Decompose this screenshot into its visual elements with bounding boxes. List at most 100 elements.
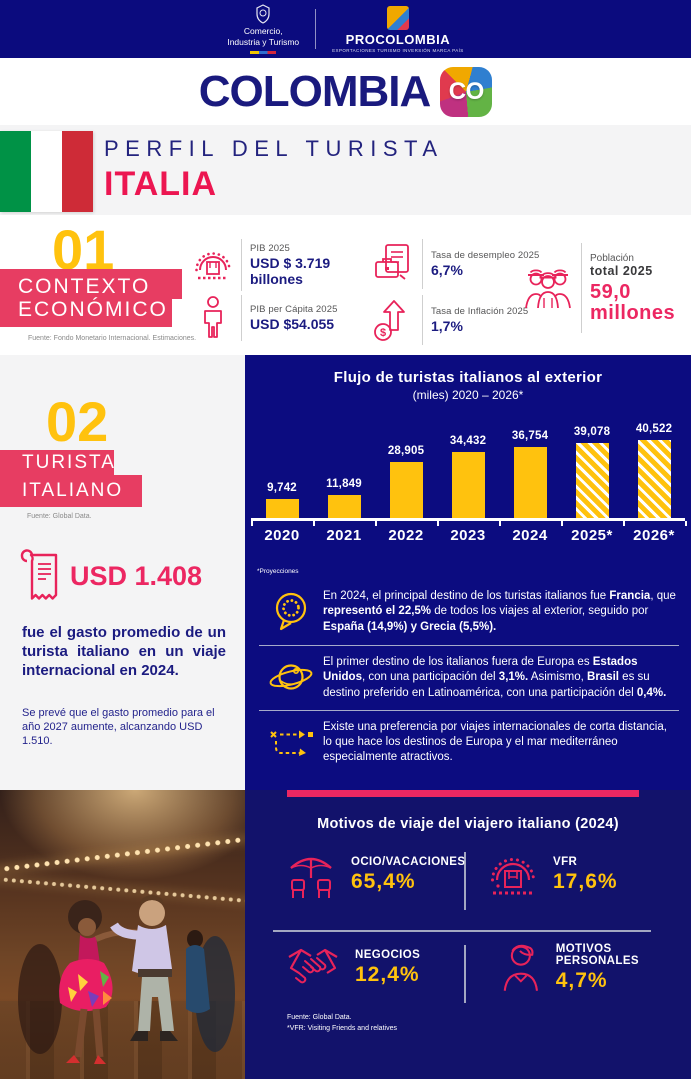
population-label: Población: [590, 252, 634, 264]
axis-year-label: 2021: [326, 527, 362, 544]
stat-label: PIB 2025: [250, 243, 290, 255]
bar: [327, 495, 361, 518]
economic-context-section: 01 CONTEXTO ECONÓMICO Fuente: Fondo Mone…: [0, 215, 691, 355]
motive-personal: MOTIVOS PERSONALES 4,7%: [500, 940, 691, 996]
chart-axis-ticks: [251, 521, 687, 526]
average-spend-text: fue el gasto promedio de un turista ital…: [22, 624, 226, 680]
stat-label: PIB per Cápita 2025: [250, 303, 338, 315]
motive-label: MOTIVOS PERSONALES: [555, 943, 639, 967]
motive-value: 65,4%: [351, 870, 416, 893]
handshake-icon: [288, 948, 338, 984]
beach-umbrella-icon: [290, 857, 332, 898]
ministry-crest-icon: [256, 4, 270, 25]
motive-label: VFR: [553, 856, 578, 868]
title-band: PERFIL DEL TURISTA ITALIA: [0, 125, 691, 215]
eu-speech-bubble-icon: [275, 592, 307, 631]
bar: [451, 452, 485, 518]
motive-leisure: OCIO/VACACIONES 65,4%: [285, 848, 465, 902]
short-route-icon: [270, 730, 313, 756]
italian-tourist-section: 02 TURISTA ITALIANO Fuente: Global Data.…: [0, 355, 245, 790]
stat-pib: PIB 2025 USD $ 3.719 billones: [193, 239, 330, 291]
motive-vfr: VFR 17,6%: [487, 848, 618, 902]
motives-vertical-divider: [464, 945, 466, 1003]
stat-unemployment: Tasa de desempleo 2025 6,7%: [372, 239, 539, 289]
chart-bar-group: 11,849: [313, 478, 375, 518]
page-title: ITALIA: [104, 165, 218, 203]
chart-bar-group: 9,742: [251, 482, 313, 518]
person-icon: [204, 296, 222, 338]
stat-value: USD $ 3.719 billones: [250, 255, 331, 287]
bar: [513, 447, 547, 518]
motive-label: NEGOCIOS: [355, 949, 421, 961]
chart-bar-group: 40,522: [623, 423, 685, 518]
stat-value: 6,7%: [431, 261, 463, 278]
destination-facts: En 2024, el principal destino de los tur…: [259, 579, 679, 775]
chart-axis: [251, 518, 685, 521]
economy-source-note: Fuente: Fondo Monetario Internacional. E…: [28, 335, 197, 342]
motive-business: NEGOCIOS 12,4%: [285, 945, 420, 991]
briefcase-document-icon: [375, 244, 409, 280]
population-label-bold: total 2025: [590, 263, 653, 278]
axis-year-label: 2025*: [571, 527, 613, 544]
tourist-heading-line1: TURISTA: [0, 450, 114, 475]
bar-value-label: 40,522: [635, 423, 673, 435]
co-country-brand-icon: CO: [440, 66, 493, 117]
procolombia-wordmark: PROCOLOMBIA: [345, 31, 451, 47]
motive-value: 17,6%: [553, 870, 618, 893]
chart-subtitle: (miles) 2020 – 2026*: [412, 388, 524, 402]
axis-year-label: 2020: [264, 527, 300, 544]
receipt-icon: [20, 549, 58, 600]
dance-photo: [0, 790, 245, 1079]
stat-value: USD $54.055: [250, 315, 335, 332]
population-value: 59,0 millones: [590, 280, 676, 324]
stat-label: Tasa de Inflación 2025: [431, 305, 529, 317]
chart-bar-group: 34,432: [437, 435, 499, 518]
motive-label: OCIO/VACACIONES: [351, 856, 466, 868]
projections-note: *Proyecciones: [257, 568, 299, 575]
travel-motives-panel: Motivos de viaje del viajero italiano (2…: [245, 790, 691, 1079]
colombia-brand-band: COLOMBIA CO: [0, 58, 691, 125]
bar-value-label: 34,432: [449, 435, 487, 447]
bar-value-label: 9,742: [267, 482, 297, 494]
fact-outside-europe: El primer destino de los italianos fuera…: [259, 645, 679, 710]
people-group-icon: [525, 269, 571, 309]
procolombia-logo: PROCOLOMBIA EXPORTACIONES TURISMO INVERS…: [332, 5, 464, 53]
string-lights: [0, 832, 245, 877]
procolombia-origami-icon: [386, 5, 409, 30]
tourist-heading-line2: ITALIANO: [0, 475, 142, 507]
chart-title: Flujo de turistas italianos al exterior: [333, 369, 603, 386]
ministry-name: Comercio, Industria y Turismo: [227, 26, 300, 47]
bar: [265, 499, 299, 518]
motives-horizontal-divider: [273, 930, 651, 932]
colombia-wordmark: COLOMBIA: [198, 66, 432, 116]
average-spend-value: USD 1.408: [70, 561, 203, 591]
bar: [637, 440, 671, 518]
motives-footnote: Fuente: Global Data. *VFR: Visiting Frie…: [287, 1014, 397, 1033]
government-header-band: Comercio, Industria y Turismo PROCOLOMBI…: [0, 0, 691, 58]
person-bust-icon: [503, 944, 539, 991]
axis-year-label: 2026*: [633, 527, 675, 544]
inflation-arrow-icon: $: [374, 300, 405, 341]
bar: [575, 443, 609, 518]
gear-house-icon: [491, 858, 535, 895]
bar: [389, 462, 423, 518]
chart-axis-labels: 2020 2021 2022 2023 2024 2025* 2026*: [251, 527, 685, 544]
stat-pib-per-capita: PIB per Cápita 2025 USD $54.055: [193, 295, 337, 341]
page-kicker: PERFIL DEL TURISTA: [104, 136, 444, 161]
stat-label: Tasa de desempleo 2025: [431, 249, 540, 261]
tourist-source-note: Fuente: Global Data.: [27, 513, 92, 520]
fact-europe-destinations: En 2024, el principal destino de los tur…: [259, 579, 679, 645]
procolombia-tagline: EXPORTACIONES TURISMO INVERSIÓN MARCA PA…: [332, 47, 464, 53]
italy-flag: [0, 131, 93, 212]
motive-value: 12,4%: [355, 963, 420, 986]
motives-title: Motivos de viaje del viajero italiano (2…: [317, 816, 619, 832]
bar-value-label: 36,754: [511, 430, 549, 442]
fact-text: Existe una preferencia por viajes intern…: [323, 721, 667, 764]
stat-inflation: $ Tasa de Inflación 2025 1,7%: [372, 295, 528, 345]
bar-chart: 9,742 11,849 28,905 34,432 36,754 39,078 40,52…: [251, 410, 685, 518]
section-number-02: 02: [46, 390, 109, 453]
motives-vertical-divider: [464, 852, 466, 910]
fact-text: En 2024, el principal destino de los tur…: [323, 590, 676, 633]
stat-value: 1,7%: [431, 317, 463, 334]
